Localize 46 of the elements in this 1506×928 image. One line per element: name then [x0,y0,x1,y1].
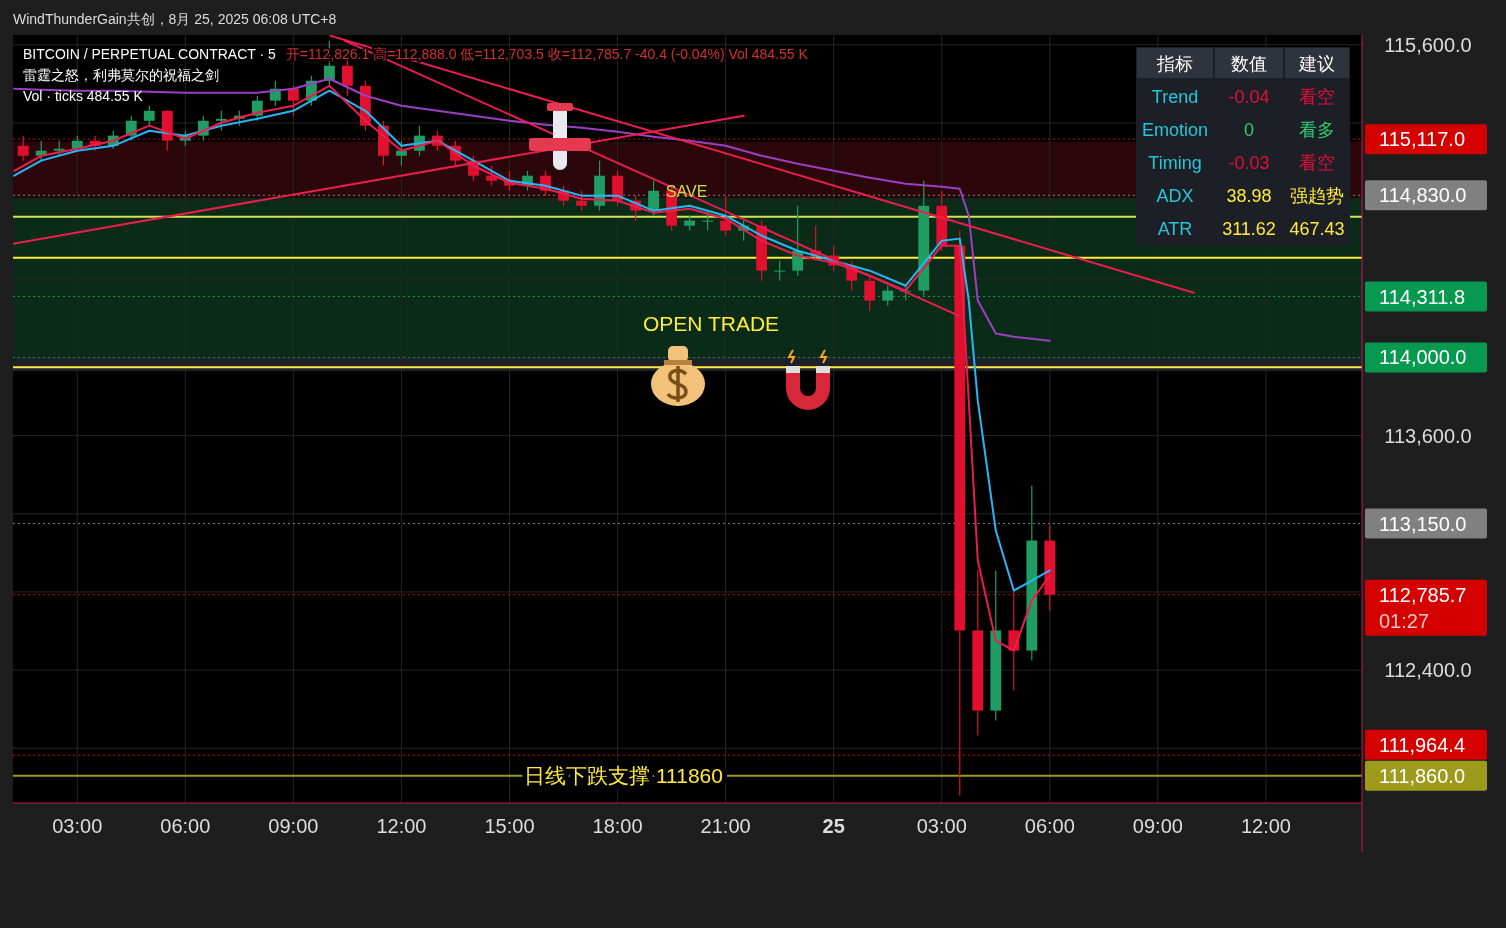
x-tick-label: 15:00 [484,815,535,837]
annotation: 数值 [1231,53,1267,74]
annotation: Timing [1148,152,1202,173]
annotation: -0.04 [1228,86,1270,107]
ref-line-label: 115,117.0 [1379,128,1466,151]
ref-line-label: 114,000.0 [1379,346,1467,369]
x-tick-label: 18:00 [592,815,643,837]
x-tick-label: 09:00 [1132,815,1183,837]
ref-line-label: 112,785.7 01:27 [1379,583,1467,632]
annotation: 看多 [1299,119,1335,140]
y-tick-label: 113,600.0 [1384,424,1472,447]
ref-line-label: 111,964.4 [1379,733,1466,756]
x-tick-label: 25 [822,815,845,837]
x-tick-label: 12:00 [1240,815,1291,837]
x-tick-label: 06:00 [160,815,211,837]
annotation: Trend [1151,86,1199,107]
ref-line-label: 114,311.8 [1379,285,1466,308]
annotation: OPEN TRADE [642,312,780,336]
x-tick-label: 03:00 [916,815,967,837]
x-tick-label: 09:00 [268,815,319,837]
ref-line-label: 111,860.0 [1379,764,1466,787]
annotation: Emotion [1141,119,1209,140]
y-tick-label: 115,600.0 [1384,33,1472,56]
annotation: 311.62 [1222,218,1276,239]
ref-line-label: 113,150.0 [1379,512,1467,535]
annotation: 强趋势 [1290,185,1344,206]
annotation: 看空 [1299,152,1335,173]
ref-line-label: 114,830.0 [1379,184,1467,207]
annotation: -0.03 [1228,152,1270,173]
x-tick-label: 12:00 [376,815,427,837]
text: BITCOIN / PERPETUAL CONTRACT · 5 [23,45,277,62]
annotation: 0 [1243,119,1255,140]
y-tick-label: 112,400.0 [1384,659,1472,682]
text: WindThunderGain共创，8月 25, 2025 06:08 UTC+8 [13,10,337,27]
x-tick-label: 03:00 [52,815,103,837]
annotation: 建议 [1298,53,1335,74]
x-tick-label: 06:00 [1024,815,1075,837]
annotation: ATR [1157,218,1193,239]
annotation: Vol · ticks 484.55 K [23,87,144,104]
text: 雷霆之怒，利弗莫尔的祝福之剑 [23,66,219,83]
annotation: 38.98 [1226,185,1272,206]
annotation: 467.43 [1289,218,1345,239]
annotation: ADX [1156,185,1194,206]
annotation: 指标 [1156,53,1193,74]
x-tick-label: 21:00 [700,815,751,837]
annotation: 看空 [1299,86,1335,107]
